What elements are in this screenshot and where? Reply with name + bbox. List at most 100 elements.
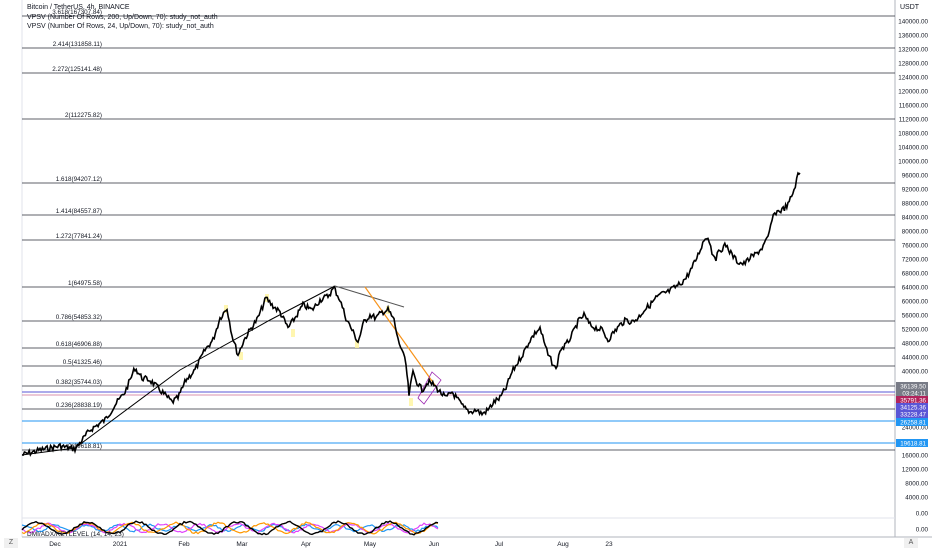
- fib-level[interactable]: 0.786(54853.32): [22, 314, 895, 322]
- time-axis-label: Jul: [495, 541, 504, 548]
- svg-text:26258.81: 26258.81: [900, 419, 926, 426]
- auto-scale-button[interactable]: A: [904, 538, 918, 548]
- fib-label: 0.236(28838.19): [56, 402, 102, 409]
- price-axis-label: 108000.00: [898, 131, 928, 138]
- price-axis-label: 124000.00: [898, 75, 928, 82]
- fib-label: 3.618(167307.84): [52, 9, 102, 16]
- price-axis-label: 104000.00: [898, 145, 928, 152]
- svg-text:34125.36: 34125.36: [900, 404, 926, 411]
- fib-label: 0.5(41325.46): [63, 359, 102, 366]
- fib-level[interactable]: 0.236(28838.19): [22, 402, 895, 410]
- svg-text:19618.81: 19618.81: [900, 440, 926, 447]
- fib-level[interactable]: 0(19618.81): [22, 443, 895, 451]
- price-axis-label: 92000.00: [902, 187, 929, 194]
- price-axis-label: 24000.00: [902, 425, 929, 432]
- price-badge: 03:24:11: [896, 389, 928, 397]
- indicator-label[interactable]: DMI/ADX/KEYLEVEL (14, 14, 23): [27, 531, 124, 538]
- price-axis-label: 96000.00: [902, 173, 929, 180]
- horizontal-lines: [22, 391, 895, 444]
- svg-text:36139.50: 36139.50: [900, 383, 926, 390]
- price-axis-label: 140000.00: [898, 19, 928, 26]
- zoom-button[interactable]: Z: [4, 538, 18, 548]
- price-badges: 36139.5003:24:1135791.3634125.3633228.47…: [896, 382, 928, 447]
- price-axis-label: 0.00: [916, 511, 929, 518]
- time-axis-label: Jun: [429, 541, 440, 548]
- time-axis-label: Mar: [236, 541, 248, 548]
- study-line-1[interactable]: VPSV (Number Of Rows, 200, Up/Down, 70):…: [27, 13, 218, 21]
- fib-level[interactable]: 3.618(167307.84): [22, 9, 895, 17]
- fib-label: 2(112275.82): [65, 112, 102, 119]
- highlight-markers: [224, 294, 413, 406]
- price-axis-label: 48000.00: [902, 341, 929, 348]
- indicator-line: [21, 521, 439, 535]
- time-axis-label: Dec: [49, 541, 61, 548]
- price-axis-label: 8000.00: [905, 481, 928, 488]
- price-series[interactable]: [21, 171, 801, 457]
- time-axis-label: 2021: [113, 541, 128, 548]
- trendline-rising[interactable]: [21, 285, 336, 456]
- indicator-line: [21, 520, 439, 536]
- price-axis-label: 16000.00: [902, 453, 929, 460]
- price-badge: 26258.81: [896, 418, 928, 426]
- fib-level[interactable]: 2.272(125141.48): [22, 66, 895, 74]
- pattern-box[interactable]: [417, 371, 442, 405]
- price-axis-label: 80000.00: [902, 229, 929, 236]
- price-axis[interactable]: 140000.00 136000.00 132000.00 128000.00 1240…: [898, 19, 928, 534]
- price-axis-label: 52000.00: [902, 327, 929, 334]
- study-line-2[interactable]: VPSV (Number Of Rows, 24, Up/Down, 70): …: [27, 23, 214, 30]
- fib-level[interactable]: 1.414(84557.87): [22, 208, 895, 216]
- price-axis-label: 64000.00: [902, 285, 929, 292]
- price-badge: 33228.47: [896, 410, 928, 418]
- price-axis-label: 0.00: [916, 527, 929, 534]
- time-axis-label: Apr: [301, 541, 312, 548]
- fib-level[interactable]: 1.272(77841.24): [22, 233, 895, 241]
- price-axis-label: 56000.00: [902, 313, 929, 320]
- fib-label: 2.272(125141.48): [52, 66, 102, 73]
- price-axis-label: 40000.00: [902, 369, 929, 376]
- fib-level[interactable]: 0.382(35744.03): [22, 379, 895, 387]
- indicator-line: [21, 523, 439, 533]
- time-axis-label: Feb: [178, 541, 190, 548]
- fib-level[interactable]: 1.618(94207.12): [22, 176, 895, 184]
- time-axis[interactable]: Dec 2021 Feb Mar Apr May Jun Jul Aug 23: [49, 541, 613, 548]
- fib-label: 1(64975.58): [68, 280, 102, 287]
- price-axis-unit: USDT: [900, 4, 920, 11]
- price-axis-label: 116000.00: [899, 103, 929, 110]
- fib-label: 0(19618.81): [68, 443, 102, 450]
- svg-text:35791.36: 35791.36: [900, 397, 926, 404]
- fib-label: 2.414(131858.11): [53, 41, 102, 48]
- fib-level[interactable]: 1(64975.58): [22, 280, 895, 288]
- price-badge: 35791.36: [896, 396, 928, 404]
- price-axis-label: 84000.00: [902, 215, 929, 222]
- price-axis-label: 44000.00: [902, 355, 929, 362]
- trendline-orange[interactable]: [364, 286, 438, 389]
- price-axis-label: 120000.00: [898, 89, 928, 96]
- fib-level[interactable]: 0.5(41325.46): [22, 359, 895, 367]
- trendline-resistance[interactable]: [334, 285, 405, 308]
- fib-label: 0.618(46906.88): [56, 341, 102, 348]
- price-axis-label: 136000.00: [898, 33, 928, 40]
- time-axis-label: May: [364, 541, 377, 548]
- price-axis-label: 60000.00: [902, 299, 929, 306]
- price-badge: 34125.36: [896, 403, 928, 411]
- fib-label: 0.786(54853.32): [56, 314, 102, 321]
- fib-level[interactable]: 2(112275.82): [22, 112, 895, 120]
- fib-levels: 3.618(167307.84) 2.414(131858.11) 2.272(12…: [22, 9, 895, 451]
- legend: Bitcoin / TetherUS, 4h, BINANCE VPSV (Nu…: [27, 3, 218, 32]
- price-axis-label: 76000.00: [902, 243, 929, 250]
- price-axis-label: 128000.00: [898, 61, 928, 68]
- fib-level[interactable]: 0.618(46906.88): [22, 341, 895, 349]
- price-axis-label: 112000.00: [899, 117, 929, 124]
- price-axis-label: 100000.00: [898, 159, 928, 166]
- fib-level[interactable]: 2.414(131858.11): [22, 41, 895, 49]
- price-axis-label: 88000.00: [902, 201, 929, 208]
- price-axis-label: 132000.00: [898, 47, 928, 54]
- fib-label: 1.618(94207.12): [56, 176, 102, 183]
- svg-text:03:24:11: 03:24:11: [902, 390, 926, 397]
- price-axis-label: 12000.00: [902, 467, 929, 474]
- svg-text:33228.47: 33228.47: [900, 411, 926, 418]
- price-axis-label: 68000.00: [902, 271, 929, 278]
- symbol-title[interactable]: Bitcoin / TetherUS, 4h, BINANCE: [27, 4, 130, 11]
